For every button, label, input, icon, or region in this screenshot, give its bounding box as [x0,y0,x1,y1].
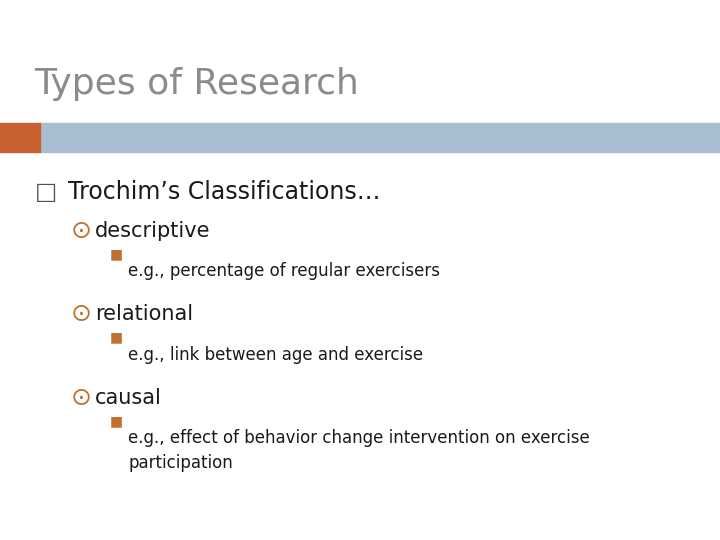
Bar [0,123,40,152]
Text: e.g., percentage of regular exercisers: e.g., percentage of regular exercisers [128,262,440,280]
Text: ■: ■ [109,330,122,345]
Text: Trochim’s Classifications…: Trochim’s Classifications… [68,180,381,204]
Text: ⊙: ⊙ [71,219,91,242]
Text: ⊙: ⊙ [71,302,91,326]
Text: descriptive: descriptive [95,220,210,241]
Text: ■: ■ [109,247,122,261]
Bar [40,123,720,152]
Text: Types of Research: Types of Research [35,67,359,100]
Text: causal: causal [95,388,162,408]
Text: relational: relational [95,304,193,325]
Text: ⊙: ⊙ [71,386,91,410]
Text: □: □ [35,180,57,204]
Text: e.g., link between age and exercise: e.g., link between age and exercise [128,346,423,363]
Text: ■: ■ [109,414,122,428]
Text: e.g., effect of behavior change intervention on exercise
participation: e.g., effect of behavior change interven… [128,429,590,472]
